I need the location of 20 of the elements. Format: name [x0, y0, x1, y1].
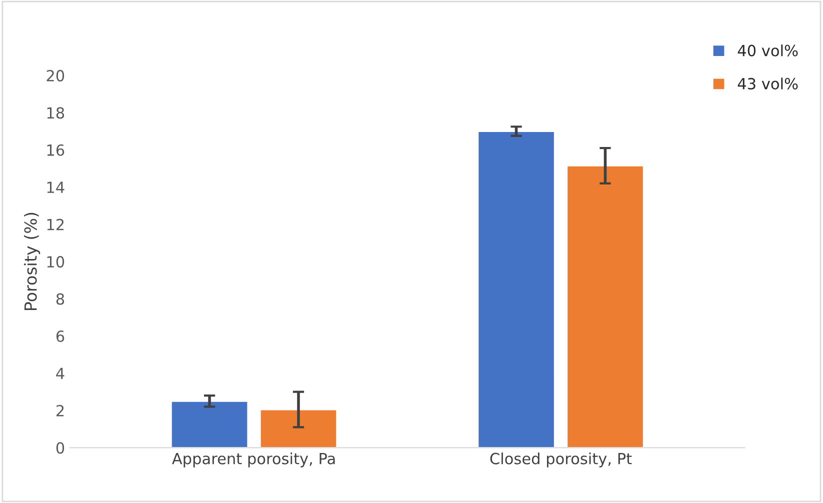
bar [566, 165, 644, 448]
y-tick-label: 12 [47, 218, 64, 230]
x-tick-label: Apparent porosity, Pa [172, 452, 335, 468]
legend-label: 43 vol% [738, 78, 798, 90]
y-tick-label: 6 [56, 330, 64, 342]
y-tick-label: 10 [47, 256, 64, 268]
legend-label: 40 vol% [738, 44, 798, 56]
y-tick-label: 2 [56, 404, 64, 416]
bar [170, 400, 249, 448]
y-tick-label: 14 [47, 182, 64, 193]
y-axis-title: Porosity (%) [24, 212, 40, 310]
y-tick-label: 20 [46, 70, 64, 82]
y-tick-label: 18 [47, 107, 64, 119]
bar [259, 408, 338, 448]
y-tick-label: 0 [56, 442, 64, 454]
bar [477, 130, 556, 448]
y-tick-label: 16 [47, 144, 64, 156]
y-tick-label: 8 [56, 293, 64, 305]
y-tick-label: 4 [56, 368, 64, 380]
x-tick-label: Closed porosity, Pt [490, 452, 632, 468]
